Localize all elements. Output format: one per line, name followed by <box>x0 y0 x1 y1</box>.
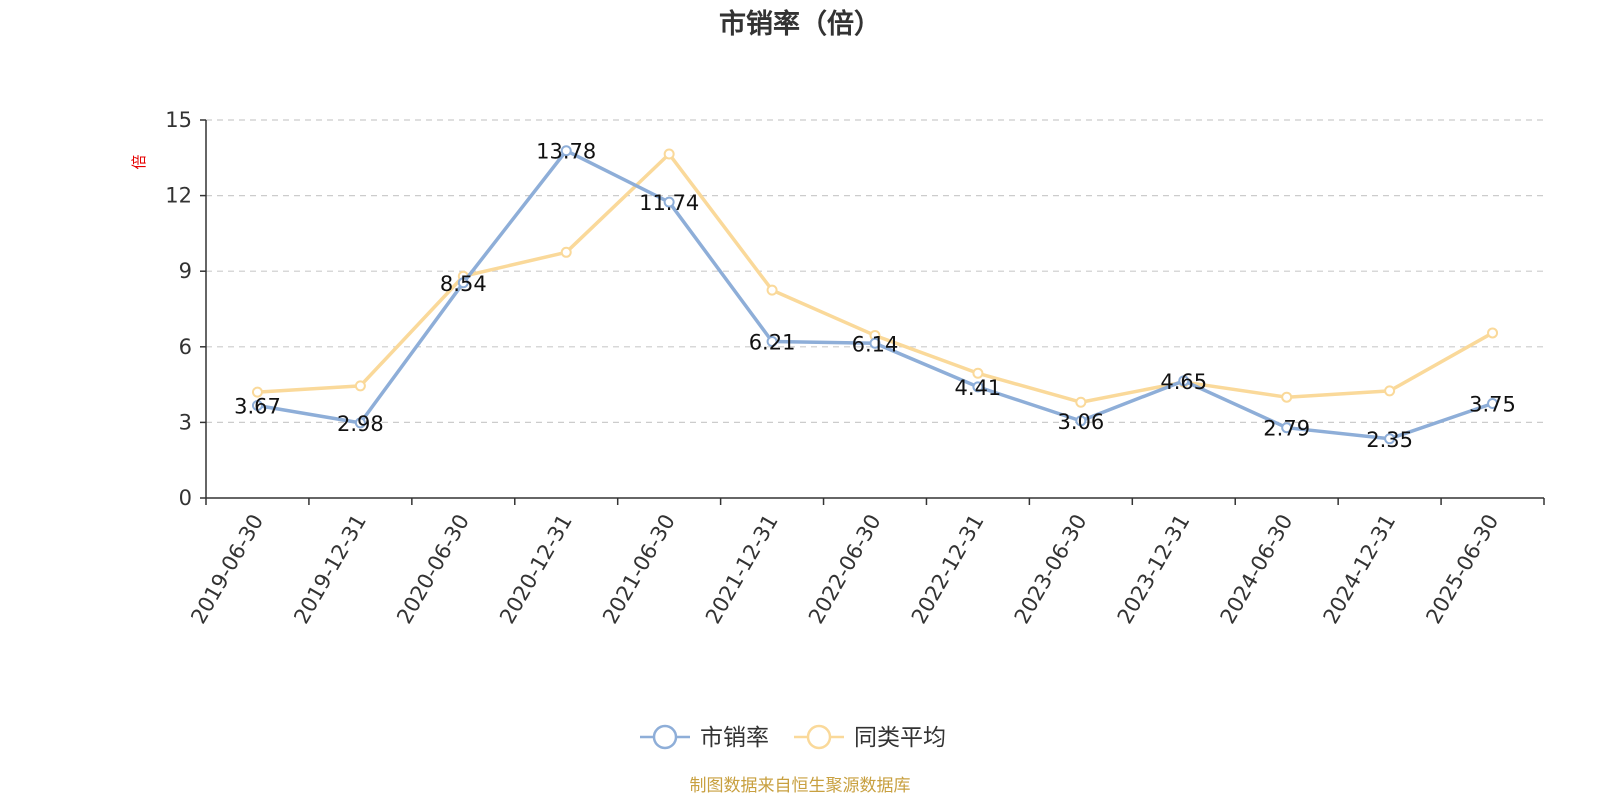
y-tick-label: 6 <box>179 335 192 359</box>
data-label: 2.35 <box>1366 428 1413 452</box>
x-tick-label: 2020-06-30 <box>392 510 474 628</box>
axes: 0 3 6 9 12 15 2019-06-30 2019-12-31 2020-06-30 20… <box>165 108 1545 628</box>
legend-item[interactable]: 市销率 <box>640 724 769 751</box>
legend-item[interactable]: 同类平均 <box>794 724 946 751</box>
data-point[interactable] <box>663 196 675 208</box>
chart-title: 市销率（倍） <box>719 8 881 40</box>
data-point[interactable] <box>1384 433 1396 445</box>
y-tick-label: 15 <box>165 108 192 132</box>
data-label: 13.78 <box>536 140 596 164</box>
y-tick-label: 3 <box>179 410 192 434</box>
legend-label: 市销率 <box>700 725 769 751</box>
data-label: 2.79 <box>1263 417 1310 441</box>
data-label: 3.67 <box>234 395 281 419</box>
x-tick-label: 2023-06-30 <box>1010 510 1092 628</box>
x-tick-label: 2019-06-30 <box>186 510 268 628</box>
series-layer <box>251 145 1499 445</box>
data-point[interactable] <box>1178 375 1190 387</box>
data-point[interactable] <box>1487 398 1499 409</box>
data-label: 3.75 <box>1469 393 1516 417</box>
x-tick-label: 2021-12-31 <box>701 510 783 628</box>
data-label: 11.74 <box>639 191 699 215</box>
legend-label: 同类平均 <box>854 725 946 751</box>
y-tick-label: 12 <box>165 184 192 208</box>
data-label: 4.41 <box>955 376 1002 400</box>
data-point[interactable] <box>869 337 881 349</box>
y-tick-label: 0 <box>179 486 192 510</box>
x-tick-label: 2020-12-31 <box>495 510 577 628</box>
x-tick-label: 2024-12-31 <box>1319 510 1401 628</box>
legend-swatch-marker <box>806 724 832 750</box>
x-tick-label: 2019-12-31 <box>289 510 371 628</box>
source-note: 制图数据来自恒生聚源数据库 <box>690 776 911 796</box>
data-label: 2.98 <box>337 412 384 436</box>
data-point[interactable] <box>1487 327 1499 339</box>
data-point[interactable] <box>1384 385 1396 397</box>
data-label: 3.06 <box>1057 410 1104 434</box>
y-axis-label: 倍 <box>130 154 148 169</box>
x-tick-label: 2021-06-30 <box>598 510 680 628</box>
x-tick-label: 2022-06-30 <box>804 510 886 628</box>
grid-lines <box>206 119 1544 423</box>
data-point[interactable] <box>1075 415 1087 427</box>
legend-swatch-marker <box>652 724 678 750</box>
y-tick-label: 9 <box>179 259 192 283</box>
x-tick-label: 2023-12-31 <box>1113 510 1195 628</box>
data-point[interactable] <box>766 336 778 348</box>
data-point[interactable] <box>251 400 263 412</box>
data-labels: 3.67 2.98 8.54 13.78 11.74 6.21 6.14 4.41 3.06 4.… <box>234 140 1516 452</box>
data-point[interactable] <box>457 277 469 289</box>
data-point[interactable] <box>560 145 572 157</box>
x-tick-label: 2025-06-30 <box>1421 510 1503 628</box>
data-point[interactable] <box>354 380 366 392</box>
data-point[interactable] <box>354 417 366 429</box>
data-point[interactable] <box>766 284 778 296</box>
x-tick-label: 2022-12-31 <box>907 510 989 628</box>
data-label: 6.14 <box>852 332 899 356</box>
legend[interactable]: 市销率 同类平均 <box>640 724 946 751</box>
x-tick-label: 2024-06-30 <box>1216 510 1298 628</box>
data-point[interactable] <box>251 386 263 398</box>
data-label: 4.65 <box>1160 370 1207 394</box>
data-point[interactable] <box>663 148 675 160</box>
data-point[interactable] <box>972 381 984 393</box>
data-point[interactable] <box>560 246 572 258</box>
data-label: 6.21 <box>749 331 796 355</box>
data-point[interactable] <box>1281 391 1293 403</box>
data-point[interactable] <box>972 367 984 379</box>
data-label: 8.54 <box>440 272 487 296</box>
data-point[interactable] <box>1075 396 1087 408</box>
data-point[interactable] <box>1281 422 1293 434</box>
